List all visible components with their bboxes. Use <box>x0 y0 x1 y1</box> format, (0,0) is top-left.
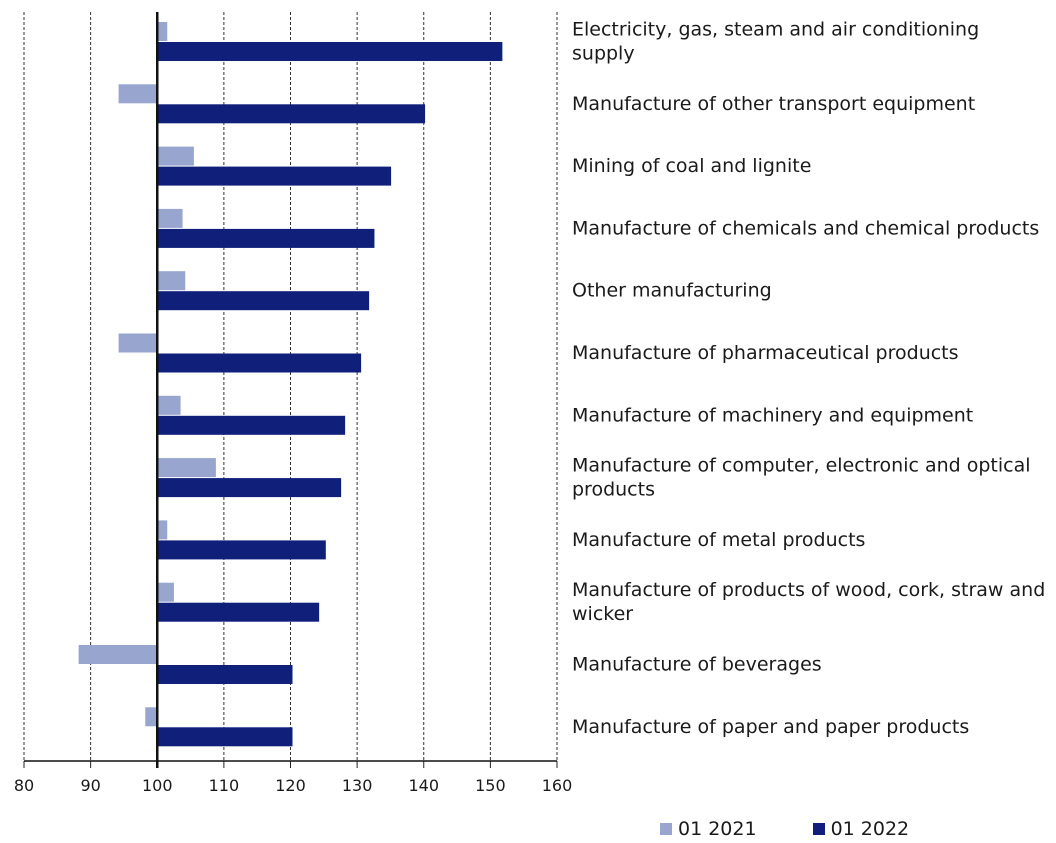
bar-2022-9 <box>157 602 320 622</box>
legend-label-2022: 01 2022 <box>830 818 910 840</box>
x-tick-label-130: 130 <box>342 776 373 795</box>
bar-2021-7 <box>157 458 216 478</box>
bar-2022-10 <box>157 665 293 684</box>
bar-2022-0 <box>157 42 503 61</box>
category-label-3: Manufacture of chemicals and chemical pr… <box>572 217 1039 239</box>
bar-2022-7 <box>157 478 342 498</box>
category-label-9: Manufacture of products of wood, cork, s… <box>572 579 1045 625</box>
bar-2021-3 <box>157 208 183 228</box>
category-labels: Electricity, gas, steam and air conditio… <box>572 19 1045 738</box>
legend-label-2021: 01 2021 <box>678 818 757 840</box>
bar-2022-2 <box>157 166 392 186</box>
bar-2022-11 <box>157 727 293 747</box>
bar-chart: 80 90 100 110 120 130 140 150 160 Electricity, g… <box>14 12 1045 795</box>
category-label-1: Manufacture of other transport equipment <box>572 93 975 115</box>
bar-2022-3 <box>157 228 375 248</box>
bar-2021-9 <box>157 582 174 602</box>
bar-2021-8 <box>157 520 168 540</box>
x-tick-label-90: 90 <box>80 776 100 795</box>
category-label-8: Manufacture of metal products <box>572 529 865 551</box>
x-tick-label-140: 140 <box>408 776 439 795</box>
bar-2022-4 <box>157 291 370 311</box>
bar-2022-1 <box>157 104 426 124</box>
x-tick-label-110: 110 <box>209 776 240 795</box>
bar-2021-1 <box>118 84 158 104</box>
bar-2021-5 <box>118 333 158 353</box>
legend-swatch-2021 <box>660 823 672 835</box>
bar-2022-5 <box>157 353 362 373</box>
bar-2022-6 <box>157 415 346 435</box>
bars <box>78 22 503 747</box>
bar-2022-8 <box>157 540 326 560</box>
legend-item-2022: 01 2022 <box>812 818 910 840</box>
category-label-5: Manufacture of pharmaceutical products <box>572 342 959 364</box>
bar-2021-11 <box>145 707 158 727</box>
x-tick-label-150: 150 <box>475 776 506 795</box>
bar-2021-4 <box>157 271 186 291</box>
category-label-2: Mining of coal and lignite <box>572 155 811 177</box>
bar-2021-0 <box>157 22 168 41</box>
category-label-0: Electricity, gas, steam and air conditio… <box>572 19 979 65</box>
x-tick-label-80: 80 <box>14 776 34 795</box>
legend-swatch-2022 <box>812 823 825 835</box>
legend: 01 2021 01 2022 <box>660 818 909 840</box>
legend-item-2021: 01 2021 <box>660 818 757 840</box>
bar-2021-6 <box>157 395 181 415</box>
category-label-11: Manufacture of paper and paper products <box>572 716 969 738</box>
category-label-6: Manufacture of machinery and equipment <box>572 404 973 426</box>
category-label-10: Manufacture of beverages <box>572 654 822 676</box>
x-tick-label-160: 160 <box>542 776 573 795</box>
bar-2021-10 <box>78 645 158 664</box>
category-label-7: Manufacture of computer, electronic and … <box>572 455 1031 501</box>
x-tick-label-120: 120 <box>275 776 306 795</box>
category-label-4: Other manufacturing <box>572 280 772 302</box>
x-tick-labels: 80 90 100 110 120 130 140 150 160 <box>14 776 572 795</box>
axes <box>23 12 558 768</box>
x-tick-label-100: 100 <box>142 776 173 795</box>
bar-2021-2 <box>157 146 194 166</box>
